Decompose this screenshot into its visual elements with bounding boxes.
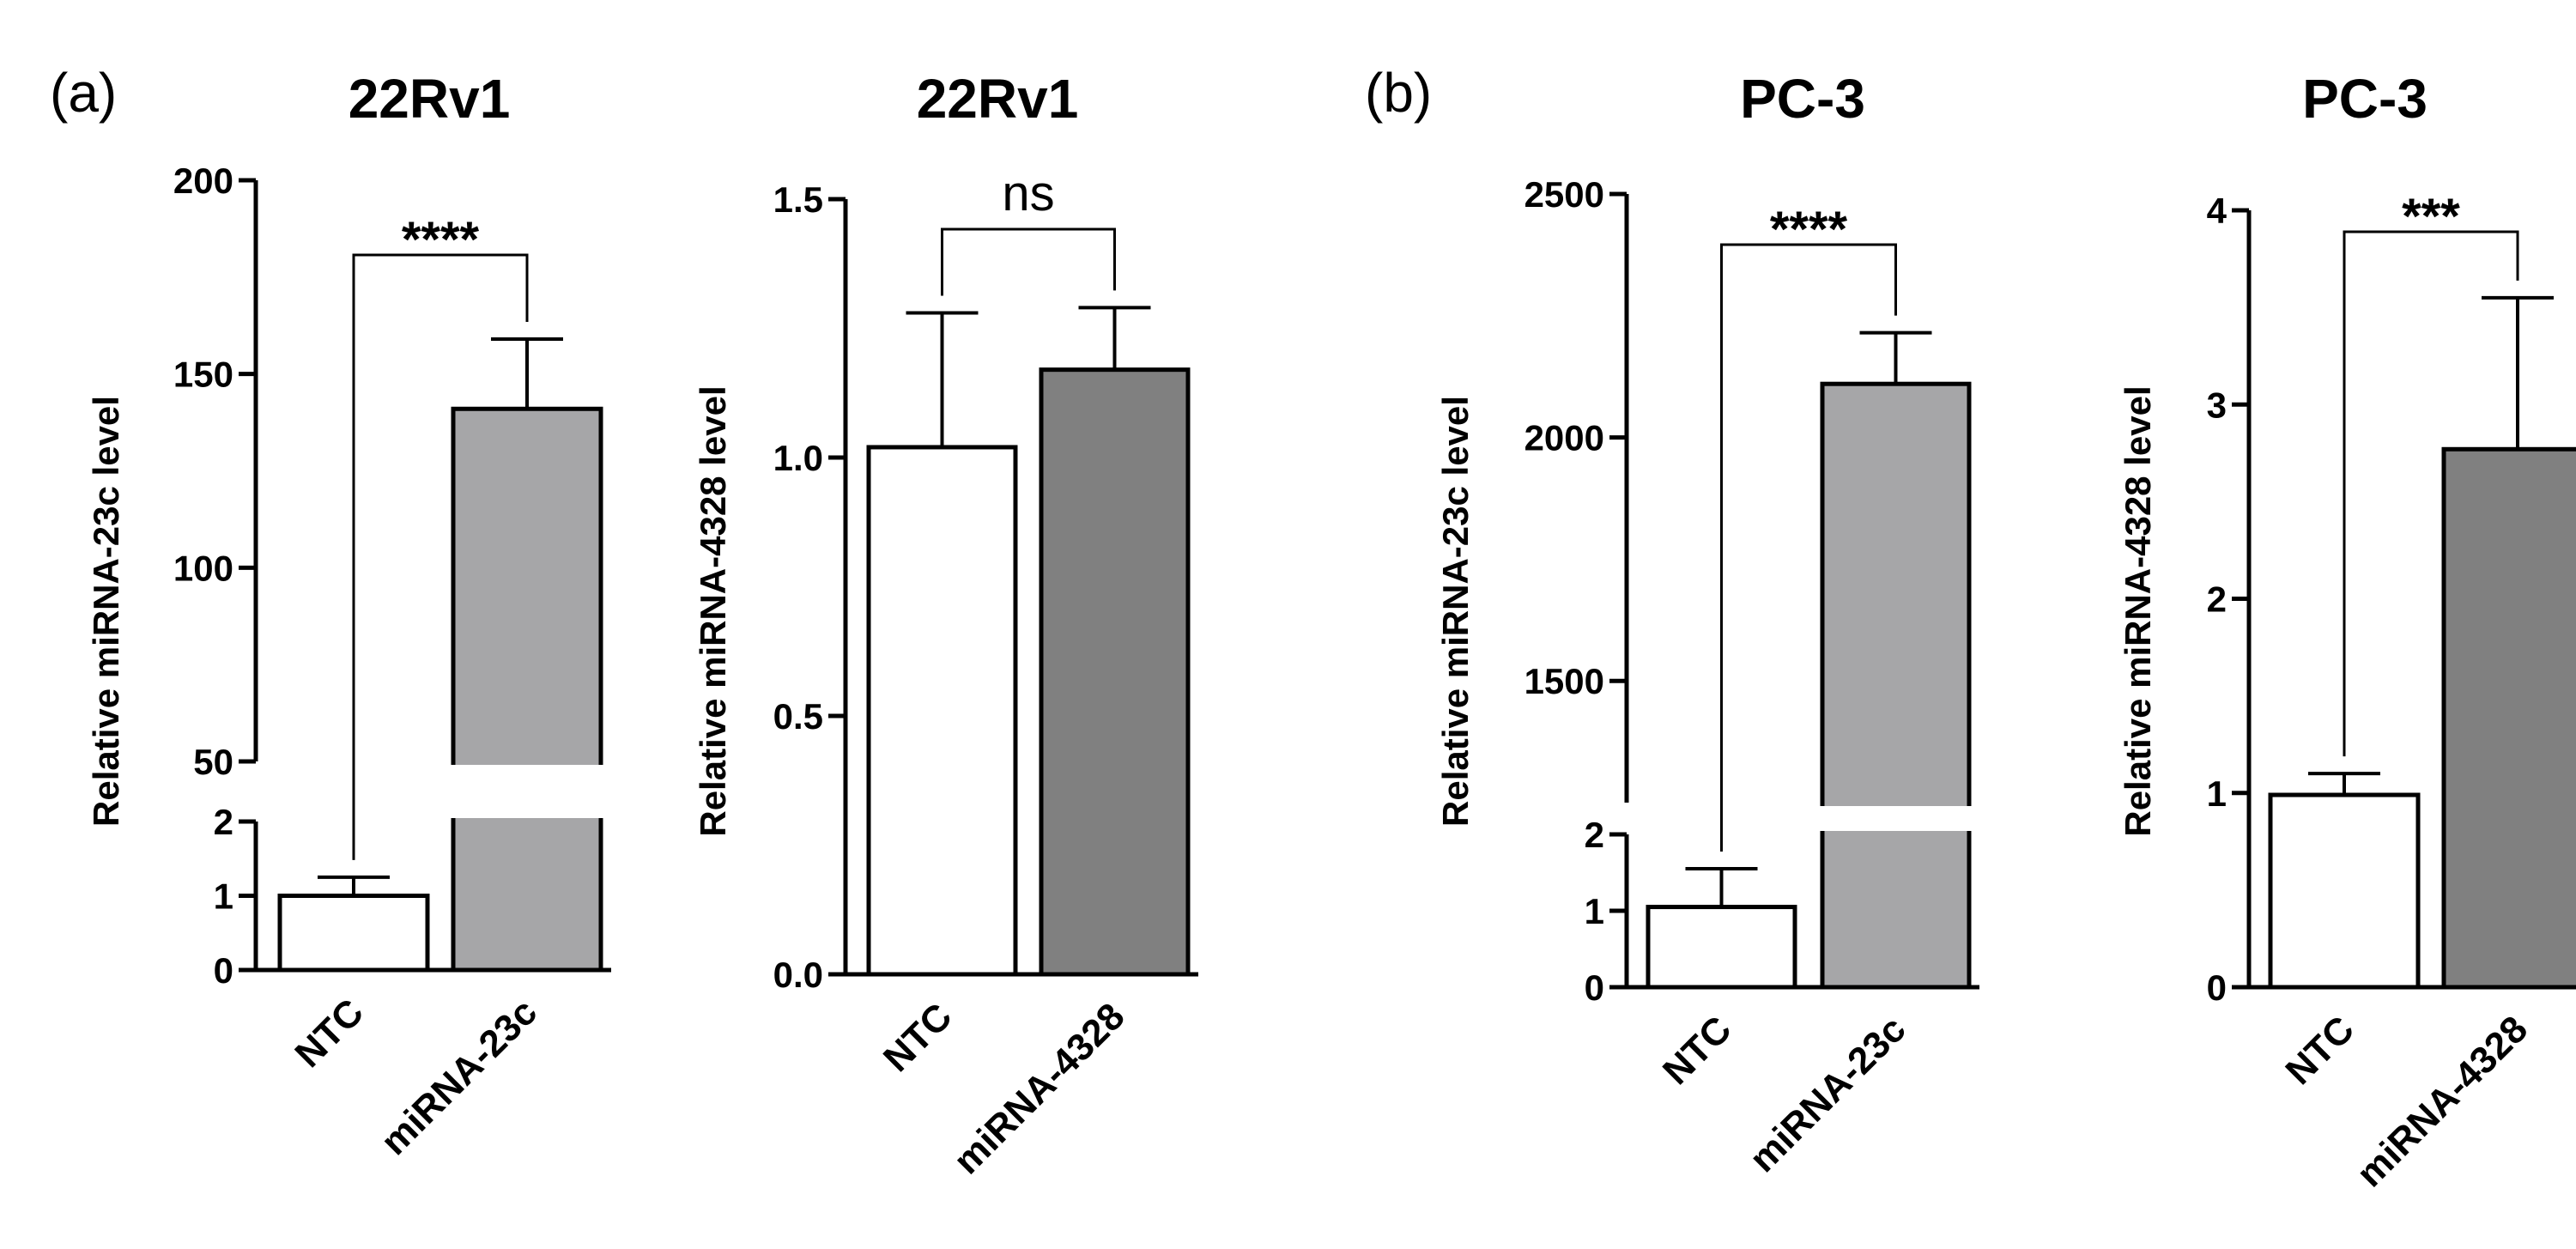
y-tick-label: 2500 — [1524, 174, 1604, 215]
significance-label: *** — [2402, 189, 2460, 245]
y-tick-label: 0.0 — [773, 955, 823, 995]
axis-break-gap — [448, 765, 606, 818]
y-axis-label: Relative miRNA-23c level — [1435, 396, 1476, 827]
significance-bracket — [2343, 230, 2519, 757]
bar-mirna-4328 — [2441, 446, 2576, 990]
chart-title: 22Rv1 — [349, 68, 511, 130]
axis-break-gap — [1817, 806, 1974, 831]
chart-22rv1-mirna-23c: 22Rv1 0 1 2 50 100 150 200 Relative miRNA-23c l… — [86, 68, 611, 1163]
y-tick-label: 1 — [2207, 773, 2227, 814]
y-tick-label: 2 — [1585, 815, 1604, 855]
y-tick-label: 1.5 — [773, 179, 823, 220]
x-category-label: NTC — [876, 995, 961, 1080]
x-category-label: miRNA-4328 — [946, 995, 1133, 1182]
significance-bracket — [1720, 243, 1897, 852]
y-tick-label: 0.5 — [773, 696, 823, 737]
bar-ntc — [1646, 905, 1797, 990]
y-tick-label: 1.0 — [773, 438, 823, 478]
significance-bracket — [941, 227, 1116, 296]
y-tick-label: 2 — [2207, 579, 2227, 620]
y-tick-label: 50 — [193, 742, 233, 782]
bar-ntc — [2268, 792, 2421, 990]
y-axis-label: Relative miRNA-4328 level — [693, 385, 733, 836]
y-axis-label: Relative miRNA-4328 level — [2118, 385, 2158, 836]
panel-label-a: (a) — [50, 62, 117, 124]
y-tick-label: 150 — [173, 355, 233, 395]
bar-ntc — [277, 894, 430, 973]
y-axis-label: Relative miRNA-23c level — [86, 396, 126, 827]
significance-label: **** — [1770, 202, 1848, 258]
bar-ntc — [866, 445, 1018, 977]
y-tick-label: 0 — [2207, 967, 2227, 1008]
y-tick-label: 100 — [173, 548, 233, 588]
x-category-label: NTC — [2277, 1008, 2362, 1093]
significance-label: ns — [1002, 166, 1054, 221]
bar-mirna-4328 — [1039, 367, 1191, 977]
chart-pc3-mirna-23c: PC-3 0 1 2 1500 2000 2500 Relative miRNA-23c l… — [1435, 68, 1979, 1180]
y-tick-label: 3 — [2207, 385, 2227, 425]
chart-title: 22Rv1 — [917, 68, 1079, 130]
bar-mirna-23c — [1820, 381, 1972, 990]
bar-mirna-23c — [451, 406, 603, 973]
y-tick-label: 2000 — [1524, 418, 1604, 458]
y-tick-label: 1500 — [1524, 661, 1604, 701]
x-category-label: NTC — [287, 991, 372, 1076]
y-tick-label: 200 — [173, 161, 233, 201]
chart-title: PC-3 — [1740, 68, 1865, 130]
chart-pc3-mirna-4328: PC-3 0 1 2 3 4 Relative miRNA-4328 level NTCmi… — [2118, 68, 2576, 1195]
chart-22rv1-mirna-4328: 22Rv1 0.0 0.5 1.0 1.5 Relative miRNA-4328 le… — [693, 68, 1198, 1182]
x-category-label: miRNA-23c — [373, 991, 545, 1163]
y-tick-label: 1 — [214, 876, 233, 917]
y-tick-label: 4 — [2207, 191, 2227, 231]
y-tick-label: 0 — [214, 950, 233, 991]
chart-title: PC-3 — [2302, 68, 2428, 130]
x-category-label: miRNA-23c — [1742, 1008, 1914, 1180]
y-tick-label: 2 — [214, 802, 233, 842]
x-category-label: NTC — [1655, 1008, 1740, 1093]
panel-label-b: (b) — [1365, 62, 1432, 124]
significance-label: **** — [402, 212, 480, 268]
y-tick-label: 0 — [1585, 967, 1604, 1008]
y-tick-label: 1 — [1585, 891, 1604, 931]
significance-bracket — [352, 253, 529, 860]
x-category-label: miRNA-4328 — [2349, 1008, 2536, 1195]
